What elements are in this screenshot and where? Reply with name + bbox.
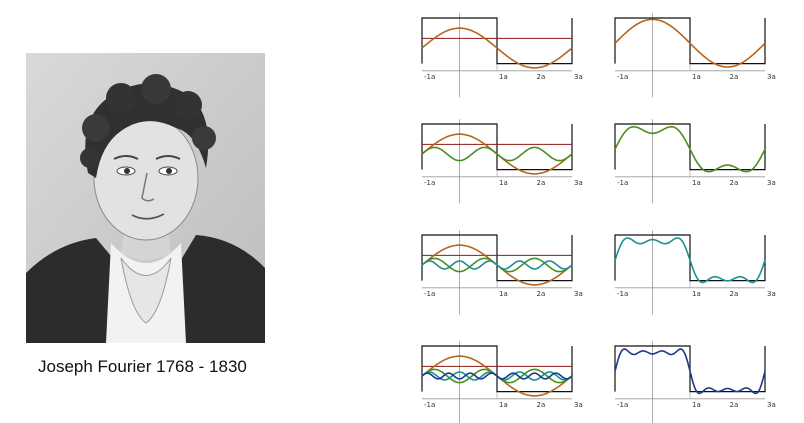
- tick-label: -1a: [424, 401, 435, 409]
- tick-label: 1a: [499, 290, 508, 298]
- tick-label: 3a: [767, 73, 776, 81]
- partial-sum-curve: [614, 125, 766, 173]
- tick-label: 3a: [767, 401, 776, 409]
- tick-label: -1a: [617, 290, 628, 298]
- tick-label: 1a: [499, 401, 508, 409]
- square-wave: [614, 17, 766, 65]
- tick-label: 2a: [537, 290, 546, 298]
- tick-label: 3a: [574, 401, 583, 409]
- tick-label: 1a: [692, 290, 701, 298]
- tick-label: 3a: [574, 290, 583, 298]
- tick-label: 1a: [692, 401, 701, 409]
- square-wave: [421, 234, 573, 282]
- tick-label: 2a: [537, 73, 546, 81]
- tick-label: -1a: [424, 179, 435, 187]
- harmonic-1-curve: [421, 27, 573, 69]
- tick-label: 2a: [730, 73, 739, 81]
- harmonic-7-curve: [421, 372, 573, 380]
- square-wave: [614, 123, 766, 171]
- portrait-caption: Joseph Fourier 1768 - 1830: [38, 357, 247, 376]
- square-wave: [421, 123, 573, 171]
- tick-label: -1a: [617, 73, 628, 81]
- harmonic-3-curve: [421, 146, 573, 162]
- tick-label: 2a: [730, 290, 739, 298]
- tick-label: 2a: [730, 401, 739, 409]
- tick-label: -1a: [617, 401, 628, 409]
- tick-label: 1a: [499, 73, 508, 81]
- portrait-image: [26, 53, 265, 343]
- tick-label: 2a: [730, 179, 739, 187]
- harmonic-5-curve: [421, 260, 573, 270]
- tick-label: 3a: [767, 290, 776, 298]
- tick-label: 3a: [767, 179, 776, 187]
- partial-sum-curve: [614, 348, 766, 395]
- tick-label: -1a: [617, 179, 628, 187]
- partial-sum-curve: [614, 18, 766, 68]
- square-wave: [421, 345, 573, 393]
- tick-label: 3a: [574, 73, 583, 81]
- tick-label: 2a: [537, 179, 546, 187]
- tick-label: 1a: [499, 179, 508, 187]
- partial-sum-curve: [614, 237, 766, 284]
- tick-label: -1a: [424, 73, 435, 81]
- square-wave: [421, 17, 573, 65]
- tick-label: 1a: [692, 179, 701, 187]
- tick-label: -1a: [424, 290, 435, 298]
- tick-label: 1a: [692, 73, 701, 81]
- tick-label: 2a: [537, 401, 546, 409]
- tick-label: 3a: [574, 179, 583, 187]
